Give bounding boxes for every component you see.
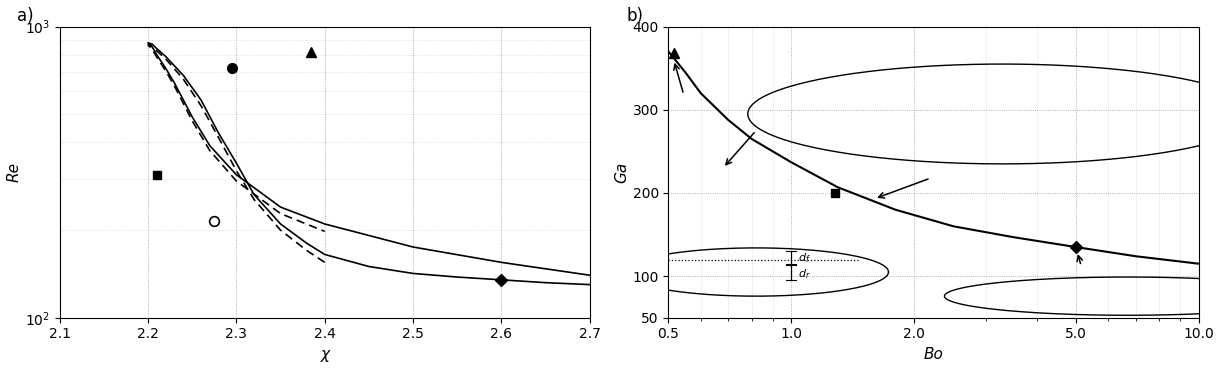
Text: $d_r$: $d_r$ xyxy=(799,267,811,280)
X-axis label: Bo: Bo xyxy=(923,347,944,362)
Y-axis label: Re: Re xyxy=(7,162,22,182)
Text: b): b) xyxy=(626,7,643,25)
Text: a): a) xyxy=(17,7,34,25)
Y-axis label: Ga: Ga xyxy=(614,162,630,183)
Text: $d_f$: $d_f$ xyxy=(799,251,811,265)
X-axis label: χ: χ xyxy=(320,347,330,362)
